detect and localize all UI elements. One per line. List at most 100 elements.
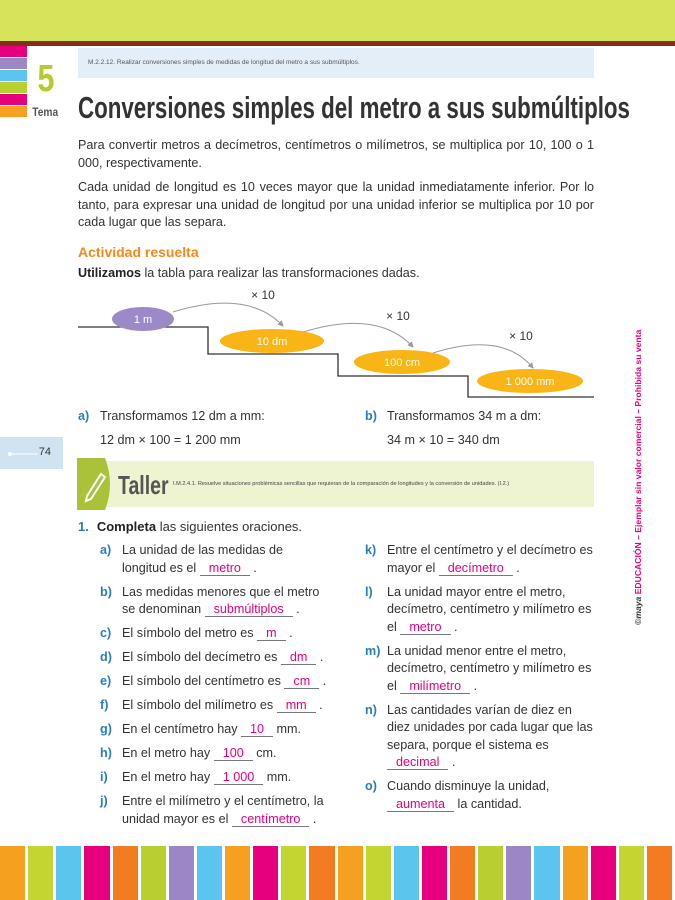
item-after: . <box>312 811 317 826</box>
unit-oval <box>220 329 324 353</box>
item-text: Entre el centímetro y el decímetro es ma… <box>387 542 595 577</box>
exercise-item: c) El símbolo del metro es m . <box>100 625 330 643</box>
stripe <box>196 846 222 900</box>
item-text: La unidad menor entre el metro, decímetr… <box>387 643 595 696</box>
arrow <box>432 344 534 369</box>
stripe <box>225 846 251 900</box>
answer: dm <box>280 650 317 665</box>
example: b) Transformamos 34 m a dm: <box>365 409 541 423</box>
item-before: Las cantidades varían de diez en diez un… <box>387 702 593 752</box>
item-text: En el centímetro hay 10 mm. <box>122 721 301 739</box>
answer: 10 <box>241 722 274 737</box>
item-before: Cuando disminuye la unidad, <box>387 779 550 793</box>
item-before: La unidad menor entre el metro, decímetr… <box>387 643 592 693</box>
item-letter: o) <box>365 779 377 793</box>
color-tabs <box>0 46 27 118</box>
answer: submúltiplos <box>204 602 293 617</box>
example-calc: 34 m × 10 = 340 dm <box>387 433 500 447</box>
item-before: El símbolo del centímetro es <box>122 674 281 688</box>
stripe <box>168 846 194 900</box>
multiplier: × 10 <box>251 288 275 302</box>
item-letter: j) <box>100 794 108 808</box>
example-text: Transformamos 12 dm a mm: <box>100 409 265 423</box>
unit-oval <box>112 307 174 331</box>
stripe <box>281 846 307 900</box>
item-text: El símbolo del centímetro es cm . <box>122 673 326 691</box>
skill-code: M.2.2.12. Realizar conversiones simples … <box>78 48 594 78</box>
item-after: . <box>451 755 456 769</box>
stripe <box>84 846 110 900</box>
stripe <box>365 846 391 900</box>
exercise-item: l) La unidad mayor entre el metro, decíme… <box>365 584 595 637</box>
example-text: Transformamos 34 m a dm: <box>387 409 542 423</box>
tema-number: 5 <box>37 58 55 100</box>
stripe <box>421 846 447 900</box>
paragraph: Cada unidad de longitud es 10 veces mayo… <box>78 180 594 229</box>
exercise-number: 1. <box>78 519 89 534</box>
items-right: k) Entre el centímetro y el decímetro es … <box>365 542 595 820</box>
answer: 1 000 <box>213 770 264 785</box>
exercise-item: i) En el metro hay 1 000 mm. <box>100 769 330 787</box>
stair-line <box>78 326 594 398</box>
pencil-icon <box>77 458 110 510</box>
stripe <box>450 846 476 900</box>
taller-criterion: I.M.2.4.1. Resuelve situaciones problémi… <box>173 481 510 487</box>
item-before: Entre el milímetro y el centímetro, la u… <box>122 794 324 826</box>
item-before: El símbolo del milímetro es <box>122 698 274 712</box>
activity-instruction: Utilizamos la tabla para realizar las tr… <box>78 266 420 280</box>
item-text: El símbolo del milímetro es mm . <box>122 697 323 715</box>
item-before: Entre el centímetro y el decímetro es ma… <box>387 543 593 575</box>
bold-text: Utilizamos <box>78 266 141 280</box>
unit-diagram: 1 m 10 dm 100 cm 1 000 mm × 10 × 10 × 10 <box>78 288 594 398</box>
stripe <box>506 846 532 900</box>
item-after: mm. <box>276 722 302 736</box>
item-letter: m) <box>365 643 381 658</box>
item-after: . <box>289 626 293 640</box>
unit-label: 10 dm <box>257 336 288 348</box>
top-rule <box>0 41 675 46</box>
item-text: Cuando disminuye la unidad, aumenta la c… <box>387 778 595 813</box>
item-after: . <box>253 560 257 575</box>
item-letter: c) <box>100 626 112 640</box>
answer: centímetro <box>231 811 310 827</box>
answer: milímetro <box>400 678 471 694</box>
answer: decimal <box>387 755 449 770</box>
unit-label: 1 000 mm <box>506 376 555 388</box>
item-before: En el centímetro hay <box>122 722 238 736</box>
item-after: . <box>473 678 478 693</box>
exercise-item: j) Entre el milímetro y el centímetro, la… <box>100 793 330 828</box>
item-after: . <box>319 650 324 664</box>
item-text: En el metro hay 100 cm. <box>122 745 277 763</box>
stripe <box>618 846 644 900</box>
item-letter: n) <box>365 702 377 717</box>
taller-title: Taller <box>118 470 169 500</box>
item-letter: g) <box>100 722 112 736</box>
stripe <box>140 846 166 900</box>
exercise-item: o) Cuando disminuye la unidad, aumenta la… <box>365 778 595 813</box>
item-letter: a) <box>100 543 112 557</box>
stripe <box>28 846 54 900</box>
item-letter: b) <box>365 409 377 423</box>
item-letter: b) <box>100 584 112 599</box>
item-text: Las medidas menores que el metro se deno… <box>122 584 330 619</box>
item-text: Entre el milímetro y el centímetro, la u… <box>122 793 330 828</box>
item-text: La unidad de las medidas de longitud es … <box>122 542 330 577</box>
stripe <box>253 846 279 900</box>
item-before: La unidad mayor entre el metro, decímetr… <box>387 584 592 634</box>
page-number-tab: 74 <box>0 437 63 469</box>
side-note: ©maya EDUCACIÓN – Ejemplar sin valor com… <box>633 330 643 625</box>
item-before: El símbolo del metro es <box>122 626 254 640</box>
exercise-item: m) La unidad menor entre el metro, decíme… <box>365 643 595 696</box>
exercise-item: e) El símbolo del centímetro es cm . <box>100 673 330 691</box>
exercise-heading: 1. Completa las siguientes oraciones. <box>78 519 302 534</box>
arrow <box>302 322 414 348</box>
item-before: La unidad de las medidas de longitud es … <box>122 543 284 575</box>
exercise-item: k) Entre el centímetro y el decímetro es … <box>365 542 595 577</box>
exercise-item: h) En el metro hay 100 cm. <box>100 745 330 763</box>
item-before: En el metro hay <box>122 746 211 760</box>
stripe <box>393 846 419 900</box>
stripe <box>0 846 26 900</box>
item-after: cm. <box>256 746 277 760</box>
item-letter: a) <box>78 409 90 423</box>
